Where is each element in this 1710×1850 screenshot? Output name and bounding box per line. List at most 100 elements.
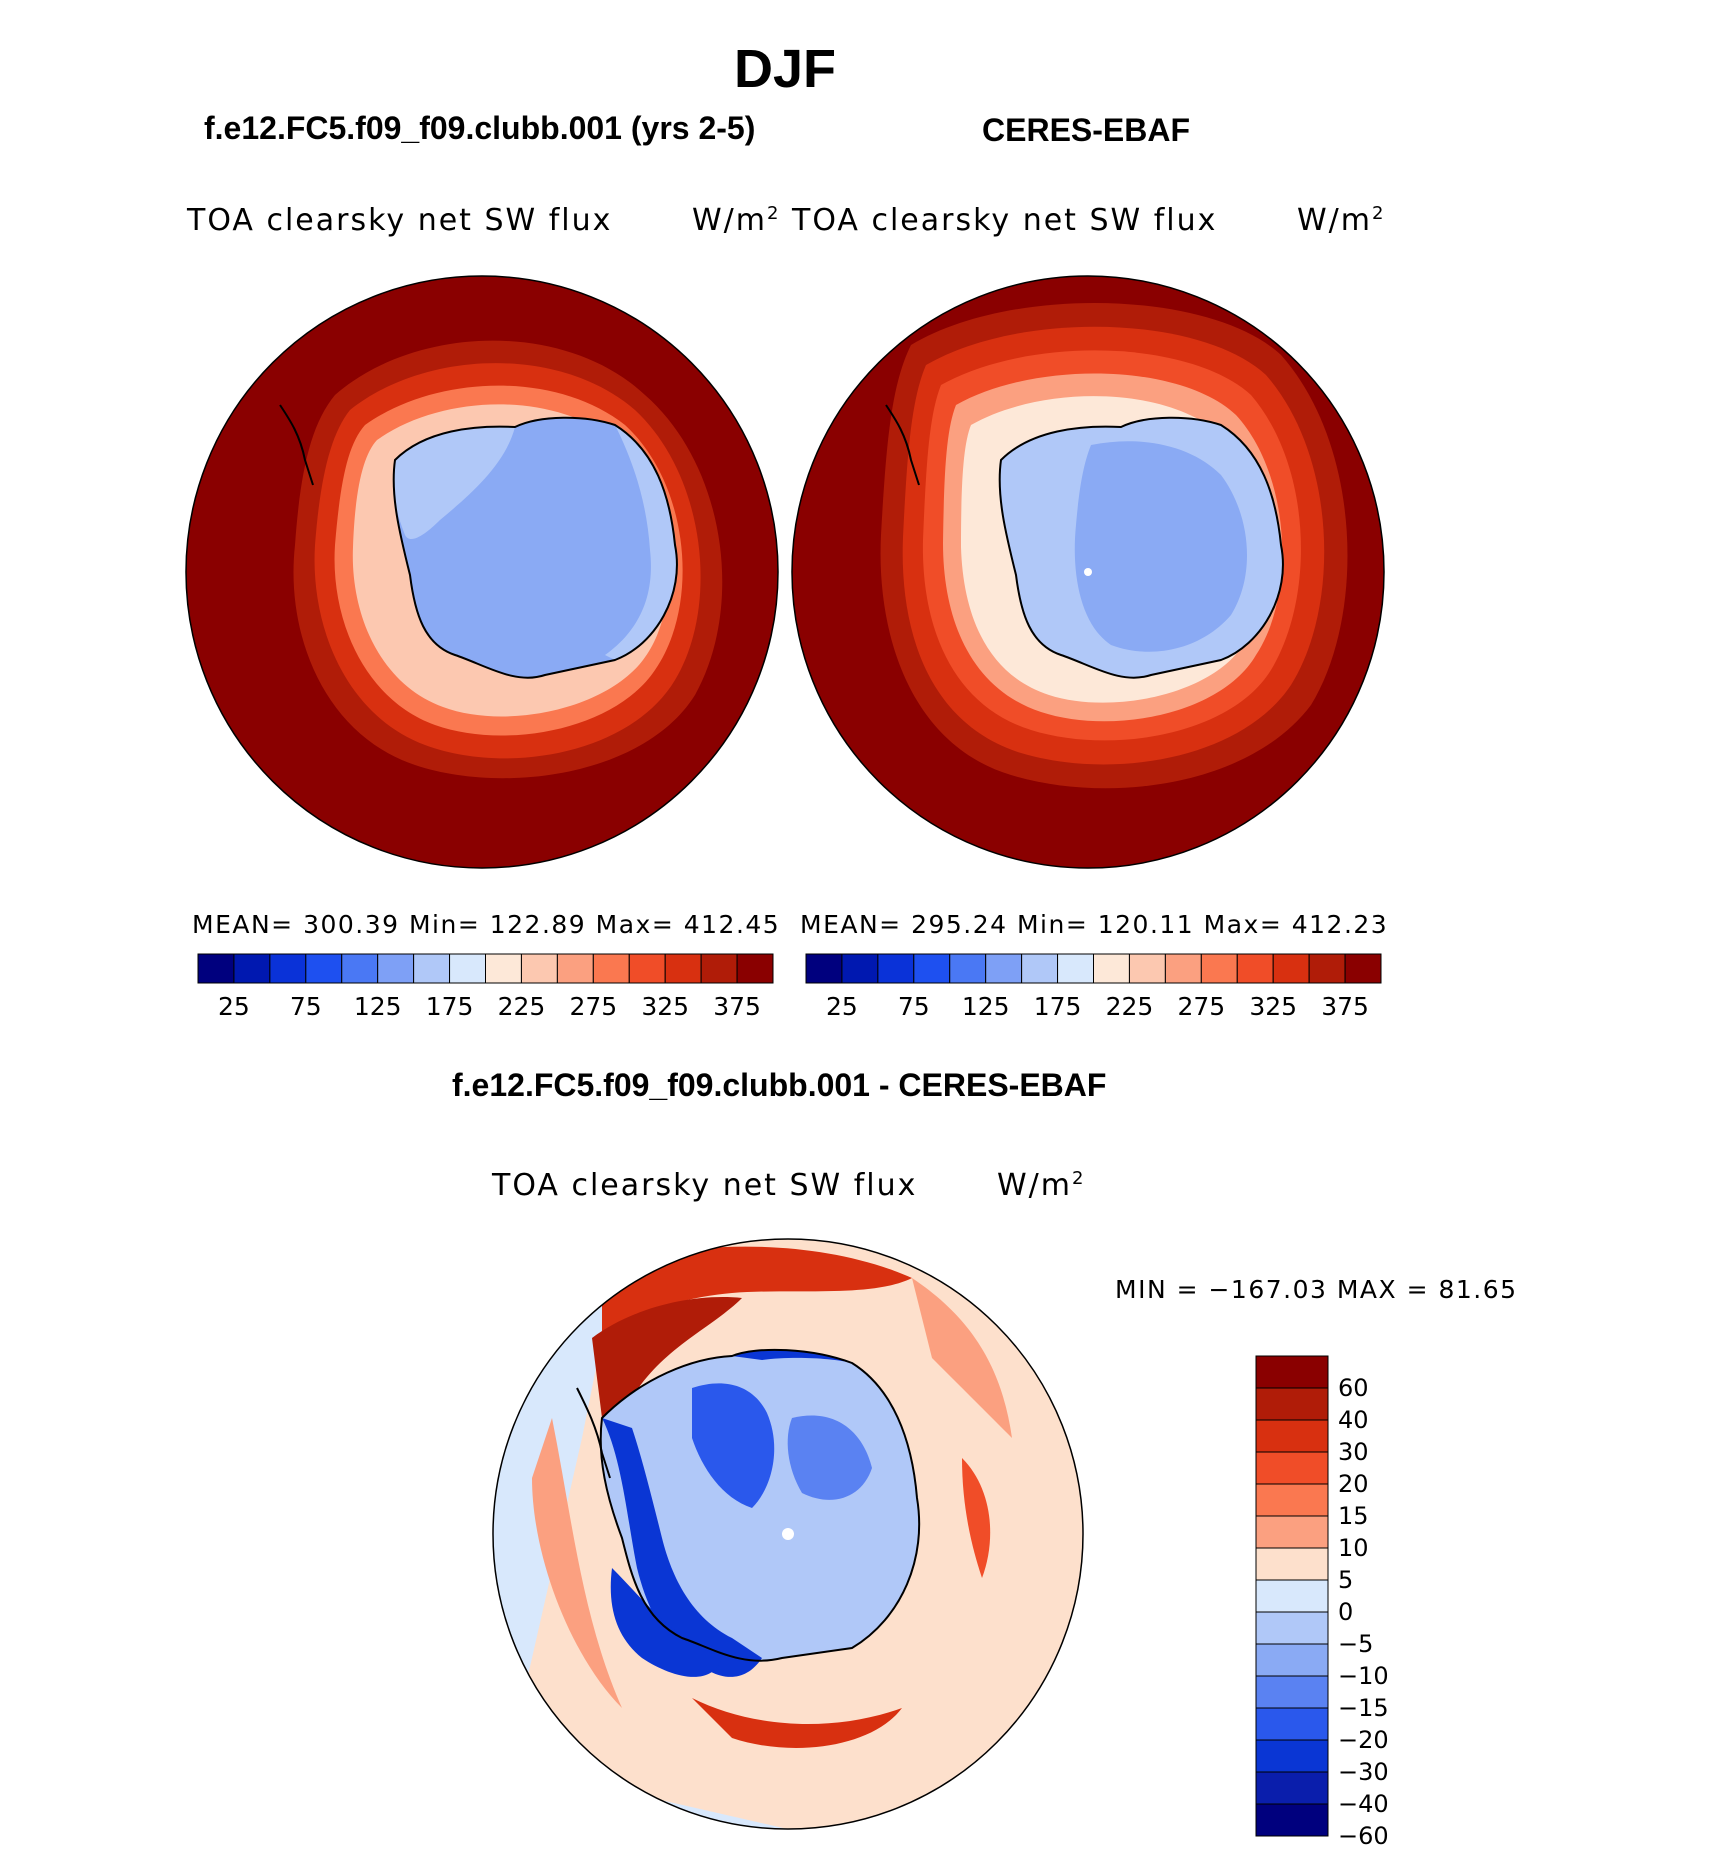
obs-colorbar-swatch xyxy=(913,953,951,984)
model-colorbar-tick-label: 75 xyxy=(289,992,322,1021)
model-colorbar-swatch xyxy=(628,953,666,984)
model-colorbar-swatch xyxy=(700,953,738,984)
diff-colorbar-swatch xyxy=(1255,1355,1329,1389)
model-colorbar-swatch xyxy=(520,953,558,984)
obs-map xyxy=(791,275,1385,869)
model-map xyxy=(185,275,779,869)
diff-colorbar-tick-label: 0 xyxy=(1338,1598,1354,1626)
obs-units: W/m2 xyxy=(1297,203,1386,238)
obs-colorbar-swatch xyxy=(1200,953,1238,984)
diff-caption: f.e12.FC5.f09_f09.clubb.001 - CERES-EBAF xyxy=(452,1067,1107,1103)
diff-colorbar xyxy=(1255,1355,1329,1837)
model-stats: MEAN= 300.39 Min= 122.89 Max= 412.45 xyxy=(192,910,781,939)
diff-colorbar-swatch xyxy=(1255,1547,1329,1581)
obs-colorbar-swatch xyxy=(1128,953,1166,984)
obs-colorbar-swatch xyxy=(985,953,1023,984)
diff-colorbar-tick-label: −20 xyxy=(1338,1726,1389,1754)
diff-colorbar-tick-label: 5 xyxy=(1338,1566,1354,1594)
model-colorbar xyxy=(197,953,774,984)
model-colorbar-swatch xyxy=(305,953,343,984)
diff-colorbar-swatch xyxy=(1255,1611,1329,1645)
obs-colorbar-swatch xyxy=(1308,953,1346,984)
obs-colorbar-tick-label: 225 xyxy=(1105,992,1154,1021)
diff-colorbar-swatch xyxy=(1255,1387,1329,1421)
diff-stats: MIN = −167.03 MAX = 81.65 xyxy=(1115,1275,1518,1304)
model-colorbar-tick-label: 125 xyxy=(353,992,402,1021)
diff-colorbar-tick-label: −30 xyxy=(1338,1758,1389,1786)
diff-colorbar-swatch xyxy=(1255,1675,1329,1709)
obs-colorbar-swatch xyxy=(1021,953,1059,984)
model-colorbar-swatch xyxy=(592,953,630,984)
obs-plot-title: TOA clearsky net SW flux xyxy=(792,203,1218,238)
obs-colorbar-swatch xyxy=(1236,953,1274,984)
obs-colorbar xyxy=(805,953,1382,984)
diff-colorbar-tick-label: −60 xyxy=(1338,1822,1389,1850)
model-colorbar-swatch xyxy=(736,953,774,984)
model-caption: f.e12.FC5.f09_f09.clubb.001 (yrs 2-5) xyxy=(204,110,756,146)
diff-colorbar-tick-label: 20 xyxy=(1338,1470,1369,1498)
obs-colorbar-labels: 25 75 125 175 225 275 325 375 xyxy=(806,992,1381,1024)
obs-colorbar-tick-label: 125 xyxy=(961,992,1010,1021)
obs-colorbar-tick-label: 75 xyxy=(897,992,930,1021)
diff-colorbar-swatch xyxy=(1255,1707,1329,1741)
diff-plot-title: TOA clearsky net SW flux xyxy=(492,1168,918,1203)
obs-colorbar-swatch xyxy=(805,953,843,984)
diff-colorbar-tick-label: 40 xyxy=(1338,1406,1369,1434)
obs-colorbar-swatch xyxy=(1093,953,1130,984)
diff-colorbar-swatch xyxy=(1255,1451,1329,1485)
model-colorbar-swatch xyxy=(449,953,486,984)
diff-colorbar-swatch xyxy=(1255,1483,1329,1517)
diff-map xyxy=(492,1238,1084,1830)
obs-colorbar-tick-label: 275 xyxy=(1177,992,1226,1021)
diff-units: W/m2 xyxy=(997,1168,1086,1203)
model-colorbar-tick-label: 25 xyxy=(218,992,250,1021)
model-colorbar-swatch xyxy=(341,953,379,984)
diff-colorbar-tick-label: −15 xyxy=(1338,1694,1389,1722)
obs-colorbar-swatch xyxy=(841,953,879,984)
diff-colorbar-swatch xyxy=(1255,1643,1329,1677)
diff-colorbar-labels: 60 40 30 20 15 10 5 0 −5 −10 −15 −20 −30 −40 −60 xyxy=(1338,1356,1418,1850)
model-colorbar-tick-label: 225 xyxy=(497,992,546,1021)
model-units: W/m2 xyxy=(692,203,781,238)
model-colorbar-swatch xyxy=(413,953,451,984)
diff-colorbar-tick-label: −40 xyxy=(1338,1790,1389,1818)
model-colorbar-tick-label: 375 xyxy=(713,992,761,1021)
diff-colorbar-tick-label: −5 xyxy=(1338,1630,1374,1658)
diff-colorbar-swatch xyxy=(1255,1803,1329,1837)
obs-stats: MEAN= 295.24 Min= 120.11 Max= 412.23 xyxy=(800,910,1389,939)
model-colorbar-tick-label: 175 xyxy=(425,992,474,1021)
obs-colorbar-swatch xyxy=(949,953,987,984)
diff-colorbar-tick-label: 15 xyxy=(1338,1502,1369,1530)
model-colorbar-labels: 25 75 125 175 225 275 325 375 xyxy=(198,992,773,1024)
model-colorbar-tick-label: 275 xyxy=(569,992,618,1021)
diff-colorbar-swatch xyxy=(1255,1419,1329,1453)
diff-colorbar-tick-label: 60 xyxy=(1338,1374,1369,1402)
model-colorbar-swatch xyxy=(197,953,235,984)
obs-colorbar-tick-label: 175 xyxy=(1033,992,1082,1021)
diff-colorbar-tick-label: 10 xyxy=(1338,1534,1369,1562)
diff-colorbar-tick-label: 30 xyxy=(1338,1438,1369,1466)
obs-colorbar-tick-label: 375 xyxy=(1321,992,1369,1021)
obs-colorbar-swatch xyxy=(1164,953,1202,984)
obs-caption: CERES-EBAF xyxy=(982,112,1191,148)
diff-colorbar-tick-label: −10 xyxy=(1338,1662,1389,1690)
diff-colorbar-swatch xyxy=(1255,1771,1329,1805)
model-colorbar-tick-label: 325 xyxy=(641,992,690,1021)
diff-colorbar-swatch xyxy=(1255,1739,1329,1773)
model-colorbar-swatch xyxy=(664,953,702,984)
obs-colorbar-swatch xyxy=(1344,953,1382,984)
page-title: DJF xyxy=(733,39,836,99)
model-colorbar-swatch xyxy=(233,953,271,984)
obs-colorbar-swatch xyxy=(877,953,915,984)
model-colorbar-swatch xyxy=(485,953,522,984)
obs-colorbar-swatch xyxy=(1057,953,1094,984)
diff-colorbar-swatch xyxy=(1255,1515,1329,1549)
model-colorbar-swatch xyxy=(556,953,594,984)
obs-colorbar-tick-label: 25 xyxy=(826,992,858,1021)
diff-colorbar-swatch xyxy=(1255,1579,1329,1613)
obs-colorbar-swatch xyxy=(1272,953,1310,984)
model-plot-title: TOA clearsky net SW flux xyxy=(187,203,613,238)
obs-colorbar-tick-label: 325 xyxy=(1249,992,1298,1021)
model-colorbar-swatch xyxy=(377,953,415,984)
model-colorbar-swatch xyxy=(269,953,307,984)
